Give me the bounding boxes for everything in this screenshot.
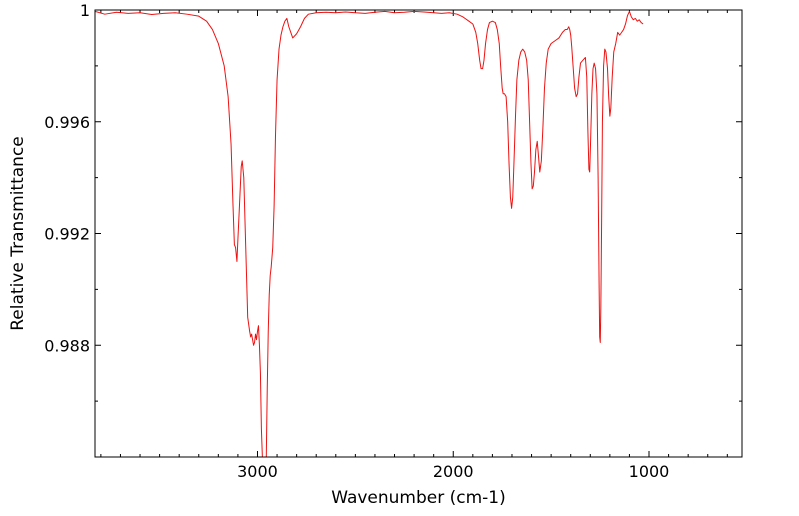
x-axis-ticks: 3000 2000 1000	[100, 10, 728, 481]
x-tick-label: 2000	[433, 462, 474, 481]
x-axis-title: Wavenumber (cm-1)	[331, 488, 506, 508]
y-axis-title: Relative Transmittance	[8, 136, 28, 331]
plot-frame	[94, 9, 743, 458]
x-tick-label: 1000	[629, 462, 670, 481]
y-tick-label: 0.992	[44, 225, 90, 244]
series-group	[94, 10, 644, 458]
y-tick-label: 1	[80, 1, 90, 20]
y-tick-label: 0.996	[44, 113, 90, 132]
spectrum-line	[94, 10, 644, 458]
x-tick-label: 3000	[237, 462, 278, 481]
y-tick-label: 0.988	[44, 336, 90, 355]
y-axis-ticks: 0.988 0.992 0.996 1	[44, 1, 742, 458]
